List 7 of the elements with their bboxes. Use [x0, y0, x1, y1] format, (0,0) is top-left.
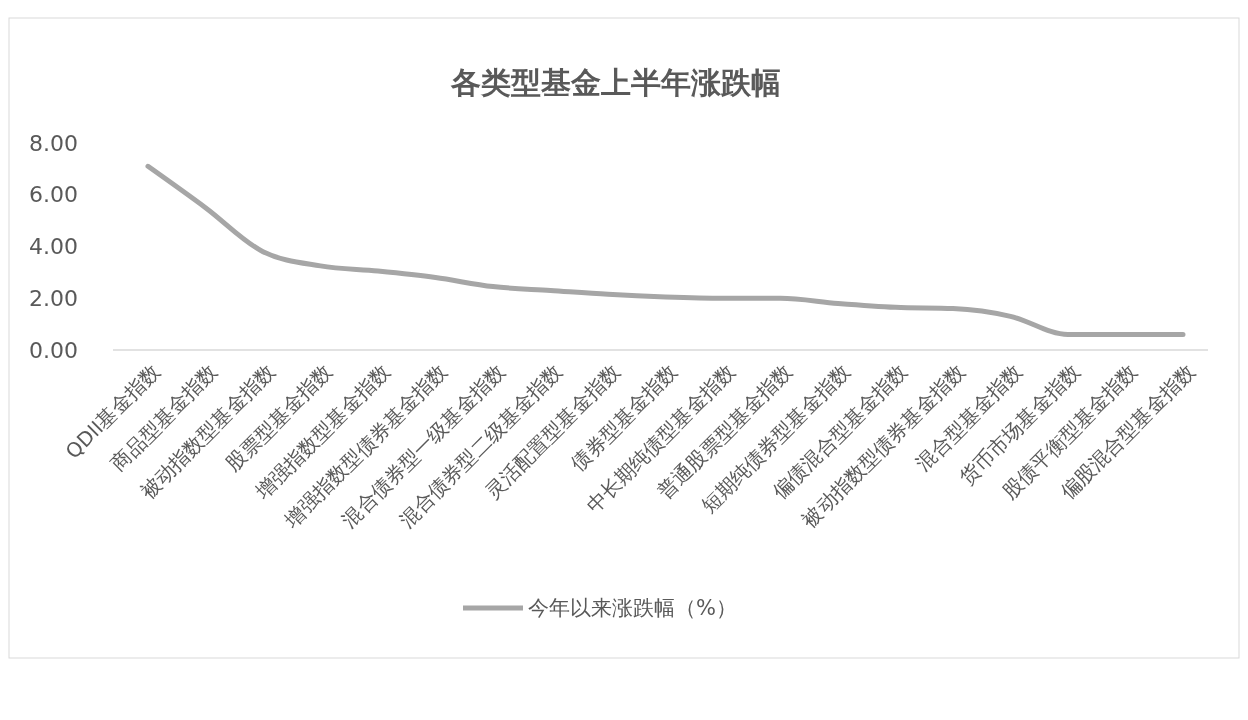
chart-title: 各类型基金上半年涨跌幅	[450, 65, 781, 100]
y-tick-label: 0.00	[29, 337, 78, 363]
legend-label: 今年以来涨跌幅（%）	[528, 596, 737, 621]
y-tick-label: 8.00	[29, 130, 78, 156]
y-tick-label: 2.00	[29, 285, 78, 311]
y-tick-label: 6.00	[29, 182, 78, 208]
y-tick-label: 4.00	[29, 234, 78, 260]
